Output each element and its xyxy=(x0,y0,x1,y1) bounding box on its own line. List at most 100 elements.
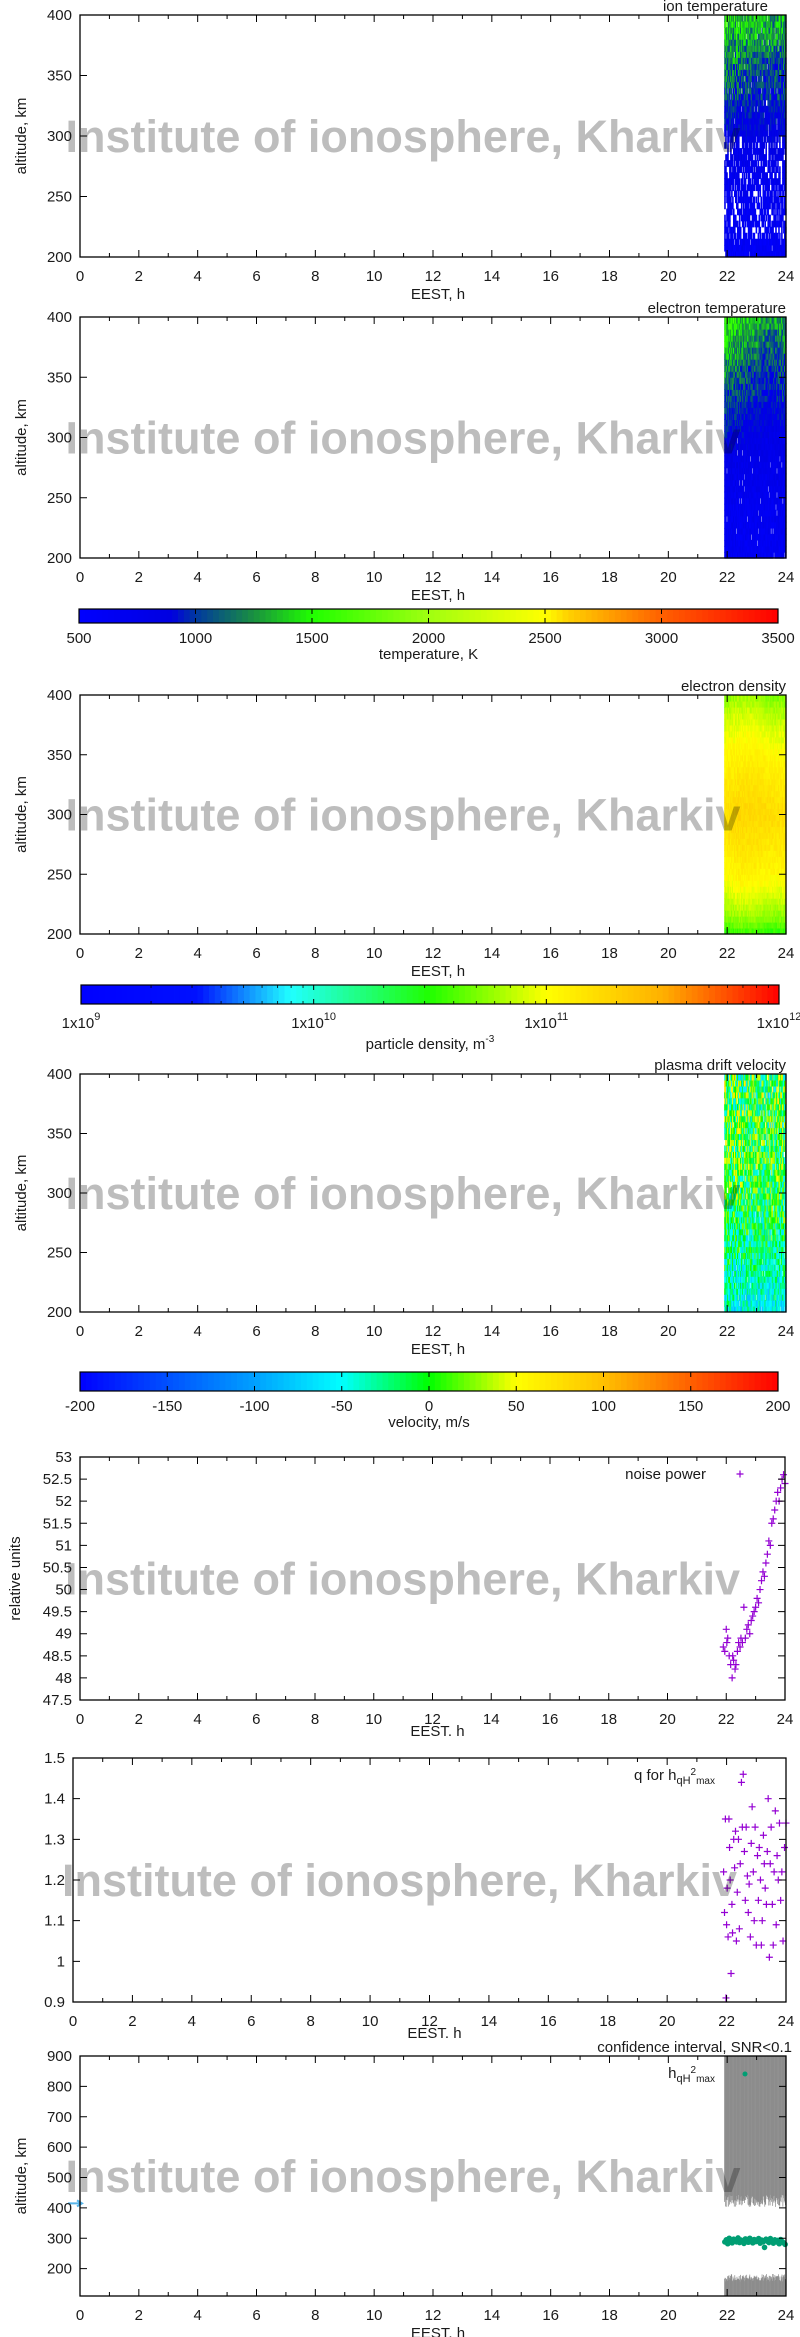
heatmap-cell xyxy=(725,57,727,65)
heatmap-cell xyxy=(729,27,731,34)
heatmap-cell xyxy=(750,123,753,131)
heatmap-cell xyxy=(749,69,752,77)
heatmap-cell xyxy=(736,51,738,58)
heatmap-cell xyxy=(733,184,735,192)
heatmap-cell xyxy=(757,39,760,46)
heatmap-cell xyxy=(743,129,746,137)
heatmap-cell xyxy=(738,75,741,83)
heatmap-cell xyxy=(765,105,767,113)
heatmap-cell xyxy=(762,250,765,258)
heatmap-cell xyxy=(759,142,762,149)
heatmap-cell xyxy=(767,196,769,204)
heatmap-cell xyxy=(749,105,752,113)
heatmap-cell xyxy=(727,21,729,28)
heatmap-cell xyxy=(743,57,746,65)
heatmap-cell xyxy=(734,220,736,228)
heatmap-cell xyxy=(729,51,731,58)
heatmap-cell xyxy=(735,250,737,258)
heatmap-cell xyxy=(729,250,731,258)
heatmap-cell xyxy=(783,148,785,155)
heatmap-cell xyxy=(727,154,729,161)
heatmap-cell xyxy=(733,220,735,228)
heatmap-cell xyxy=(727,63,729,71)
heatmap-cell xyxy=(749,111,752,119)
heatmap-cell xyxy=(753,129,756,137)
heatmap-cell xyxy=(765,21,767,28)
heatmap-cell xyxy=(754,208,757,216)
heatmap-cell xyxy=(760,69,763,77)
heatmap-cell xyxy=(784,220,786,228)
heatmap-cell xyxy=(738,184,740,192)
heatmap-cell xyxy=(729,172,731,179)
heatmap-cell xyxy=(733,99,735,107)
heatmap-cell xyxy=(735,178,737,185)
heatmap-cell xyxy=(743,208,746,216)
heatmap-cell xyxy=(756,45,759,52)
heatmap-cell xyxy=(728,15,730,22)
heatmap-cell xyxy=(740,449,743,457)
heatmap-cell xyxy=(738,63,740,71)
heatmap-cell xyxy=(760,166,763,173)
heatmap-cell xyxy=(737,117,739,125)
heatmap-cell xyxy=(735,129,737,137)
heatmap-cell xyxy=(779,172,781,179)
heatmap-cell xyxy=(752,208,755,216)
heatmap-cell xyxy=(725,21,727,28)
heatmap-cell xyxy=(759,136,762,143)
heatmap-cell xyxy=(726,63,728,71)
heatmap-cell xyxy=(761,93,764,101)
heatmap-cell xyxy=(724,214,726,222)
heatmap-cell xyxy=(746,214,749,222)
heatmap-cell xyxy=(736,129,738,137)
y-tick-label: 400 xyxy=(47,7,72,24)
heatmap-cell xyxy=(727,111,729,119)
heatmap-cell xyxy=(761,166,764,173)
heatmap-cell xyxy=(737,226,739,234)
heatmap-cell xyxy=(748,15,751,22)
heatmap-cell xyxy=(748,57,751,65)
heatmap-cell xyxy=(739,99,742,107)
heatmap-cell xyxy=(733,226,735,234)
heatmap-cell xyxy=(748,178,751,185)
heatmap-cell xyxy=(735,105,737,113)
heatmap-cell xyxy=(745,99,748,107)
heatmap-cell xyxy=(745,81,748,89)
heatmap-cell xyxy=(728,93,730,101)
x-tick-label: 2 xyxy=(135,569,143,586)
heatmap-cell xyxy=(765,178,767,185)
heatmap-cell xyxy=(755,123,758,131)
heatmap-cell xyxy=(734,214,736,222)
heatmap-cell xyxy=(742,33,745,40)
heatmap-cell xyxy=(764,87,766,95)
heatmap-cell xyxy=(728,190,730,198)
heatmap-cell xyxy=(726,238,728,246)
heatmap-cell xyxy=(736,136,738,143)
heatmap-cell xyxy=(743,33,746,40)
heatmap-cell xyxy=(727,105,729,113)
heatmap-cell xyxy=(733,57,735,65)
heatmap-cell xyxy=(759,93,762,101)
heatmap-cell xyxy=(734,123,736,131)
heatmap-cell xyxy=(749,202,752,210)
heatmap-cell xyxy=(763,63,765,71)
heatmap-cell xyxy=(737,123,739,131)
heatmap-cell xyxy=(726,154,728,161)
heatmap-cell xyxy=(732,51,734,58)
heatmap-cell xyxy=(764,154,766,161)
heatmap-cell xyxy=(767,136,769,143)
heatmap-cell xyxy=(739,87,742,95)
heatmap-cell xyxy=(732,33,734,40)
heatmap-cell xyxy=(769,166,771,173)
heatmap-cell xyxy=(736,178,738,185)
heatmap-cell xyxy=(767,250,769,258)
heatmap-cell xyxy=(759,87,762,95)
heatmap-cell xyxy=(748,172,751,179)
heatmap-cell xyxy=(728,21,730,28)
heatmap-cell xyxy=(738,232,740,240)
heatmap-cell xyxy=(763,208,765,216)
heatmap-cell xyxy=(766,226,768,234)
heatmap-cell xyxy=(754,111,757,119)
x-tick-label: 4 xyxy=(193,569,201,586)
y-tick-label: 300 xyxy=(47,128,72,145)
heatmap-cell xyxy=(742,117,745,125)
